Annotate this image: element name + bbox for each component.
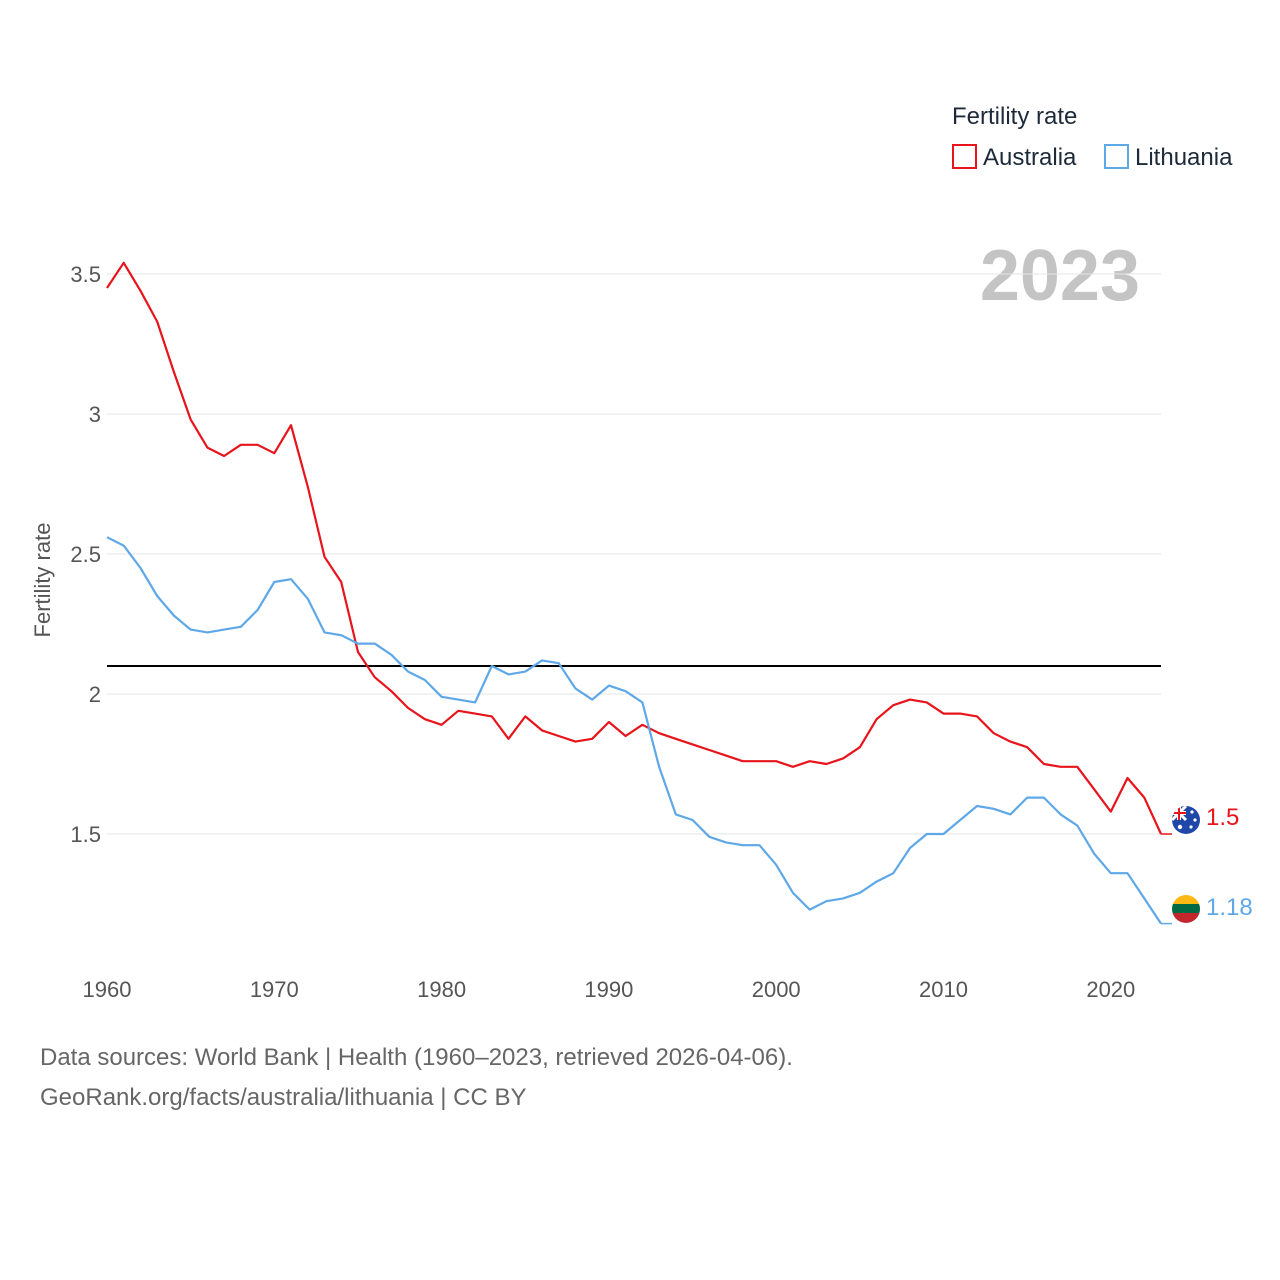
x-tick-label: 1980	[417, 977, 466, 1002]
y-tick-label: 3.5	[70, 262, 101, 287]
x-tick-label: 1960	[83, 977, 132, 1002]
source-link[interactable]: GeoRank.org/facts/australia/lithuania | …	[40, 1084, 527, 1111]
y-tick-label: 2	[89, 682, 101, 707]
gridlines	[107, 273, 1161, 835]
y-axis-label: Fertility rate	[30, 523, 55, 638]
legend-item-australia[interactable]: Australia	[952, 144, 1077, 171]
legend-item-lithuania[interactable]: Lithuania	[1104, 144, 1233, 171]
series-line-lithuania	[106, 536, 1162, 925]
x-tick-label: 2010	[919, 977, 968, 1002]
legend-label-lithuania: Lithuania	[1135, 144, 1233, 171]
y-tick-label: 1.5	[70, 822, 101, 847]
legend-swatch-australia	[952, 144, 977, 169]
legend-label-australia: Australia	[983, 144, 1077, 171]
y-tick-label: 2.5	[70, 542, 101, 567]
end-label-lithuania: 1.18	[1206, 894, 1253, 921]
series-lines	[106, 261, 1172, 925]
y-tick-label: 3	[89, 402, 101, 427]
end-label-australia: 1.5	[1206, 804, 1239, 831]
lithuania-flag-icon	[1172, 895, 1200, 923]
y-axis-ticks: 1.5 2 2.5 3 3.5	[70, 262, 101, 847]
source-note: Data sources: World Bank | Health (1960–…	[40, 1044, 793, 1071]
fertility-chart: Fertility rate Australia Lithuania 2023 …	[30, 103, 1253, 1002]
x-tick-label: 1990	[584, 977, 633, 1002]
australia-flag-icon	[1172, 806, 1200, 834]
year-label: 2023	[980, 236, 1140, 316]
legend-swatch-lithuania	[1104, 144, 1129, 169]
legend-title: Fertility rate	[952, 103, 1077, 130]
x-tick-label: 2020	[1086, 977, 1135, 1002]
series-line-australia	[106, 261, 1162, 835]
x-tick-label: 2000	[752, 977, 801, 1002]
x-tick-label: 1970	[250, 977, 299, 1002]
x-axis-ticks: 1960 1970 1980 1990 2000 2010 2020	[83, 977, 1136, 1002]
